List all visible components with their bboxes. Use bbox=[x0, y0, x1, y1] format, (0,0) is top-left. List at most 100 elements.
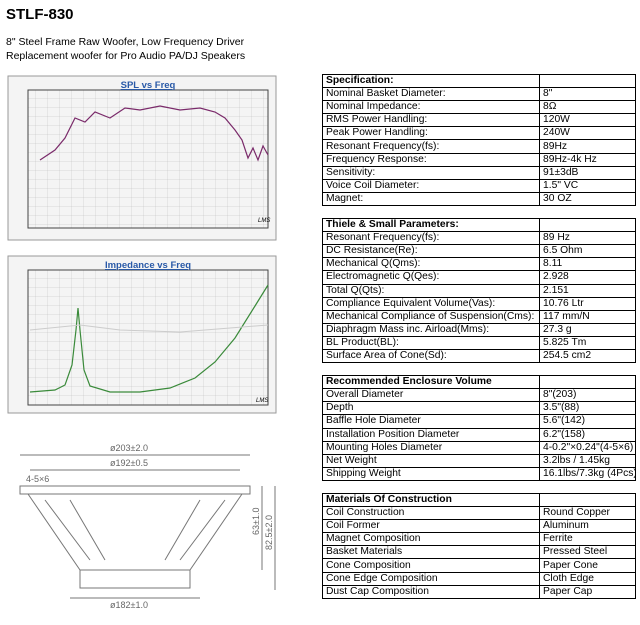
spec-label: RMS Power Handling: bbox=[322, 113, 540, 128]
chart-title: SPL vs Freq bbox=[121, 80, 176, 91]
section-header: Materials Of Construction bbox=[322, 492, 636, 508]
spec-label: Overall Diameter bbox=[322, 388, 540, 403]
spec-row: Baffle Hole Diameter 5.6"(142) bbox=[322, 414, 636, 429]
spec-label: Diaphragm Mass inc. Airload(Mms): bbox=[322, 322, 540, 337]
spec-row: Cone Composition Paper Cone bbox=[322, 558, 636, 573]
spec-value: 5.6"(142) bbox=[539, 414, 636, 429]
spec-row: Shipping Weight 16.1lbs/7.3kg (4Pcs) bbox=[322, 466, 636, 481]
chart-note: LMS bbox=[258, 218, 270, 224]
impedance-curve bbox=[29, 284, 269, 393]
spec-row: Magnet: 30 OZ bbox=[322, 191, 636, 206]
spl-curve bbox=[39, 105, 269, 162]
spec-value: 120W bbox=[539, 113, 636, 128]
spec-row: DC Resistance(Re): 6.5 Ohm bbox=[322, 244, 636, 259]
spec-value: 3.5"(88) bbox=[539, 401, 636, 416]
spacer-cell bbox=[539, 362, 636, 377]
spec-value: 2.151 bbox=[539, 283, 636, 298]
spec-row: Magnet Composition Ferrite bbox=[322, 532, 636, 547]
spec-row: BL Product(BL): 5.825 Tm bbox=[322, 335, 636, 350]
spec-row: Net Weight 3.2lbs / 1.45kg bbox=[322, 453, 636, 468]
spec-row: Installation Position Diameter 6.2"(158) bbox=[322, 427, 636, 442]
section-blank bbox=[539, 218, 636, 233]
spec-label: Electromagnetic Q(Qes): bbox=[322, 270, 540, 285]
spec-label: Net Weight bbox=[322, 453, 540, 468]
spec-value: 89 Hz bbox=[539, 231, 636, 246]
section-blank bbox=[539, 375, 636, 390]
spec-row: Depth 3.5"(88) bbox=[322, 401, 636, 416]
section-title: Thiele & Small Parameters: bbox=[322, 218, 540, 233]
spec-row: Sensitivity: 91±3dB bbox=[322, 165, 636, 180]
spec-value: Aluminum bbox=[539, 519, 636, 534]
spacer-cell bbox=[539, 479, 636, 495]
spec-value: Paper Cone bbox=[539, 558, 636, 573]
spacer-cell bbox=[539, 204, 636, 220]
spec-value: Cloth Edge bbox=[539, 571, 636, 586]
spec-value: 10.76 Ltr bbox=[539, 296, 636, 311]
product-title: STLF-830 bbox=[6, 6, 74, 23]
chart-title: Impedance vs Freq bbox=[105, 260, 191, 271]
section-header: Thiele & Small Parameters: bbox=[322, 218, 636, 233]
section-blank bbox=[539, 73, 636, 89]
dim-label: 82.5±2.0 bbox=[264, 515, 274, 550]
spec-label: Resonant Frequency(fs): bbox=[322, 231, 540, 246]
spec-label: Dust Cap Composition bbox=[322, 584, 540, 599]
spec-value: 2.928 bbox=[539, 270, 636, 285]
spec-value: 8"(203) bbox=[539, 388, 636, 403]
spec-row: Nominal Basket Diameter: 8" bbox=[322, 87, 636, 102]
spec-table: Specification: Nominal Basket Diameter: 8"… bbox=[322, 73, 636, 599]
spec-label: Frequency Response: bbox=[322, 152, 540, 167]
spec-value: 16.1lbs/7.3kg (4Pcs) bbox=[539, 466, 636, 481]
graphics: SPL vs Freq LMS Impedance vs Freq LMS ø2… bbox=[7, 75, 277, 610]
spec-row: Resonant Frequency(fs): 89Hz bbox=[322, 139, 636, 154]
spacer bbox=[322, 479, 636, 495]
spec-label: Magnet: bbox=[322, 191, 540, 206]
spec-value: 30 OZ bbox=[539, 191, 636, 206]
spec-value: 8.11 bbox=[539, 257, 636, 272]
spec-row: Mounting Holes Diameter 4-0.2"×0.24"(4-5×… bbox=[322, 440, 636, 455]
spec-value: 89Hz-4k Hz bbox=[539, 152, 636, 167]
spec-value: 3.2lbs / 1.45kg bbox=[539, 453, 636, 468]
spec-value: 27.3 g bbox=[539, 322, 636, 337]
spec-label: Shipping Weight bbox=[322, 466, 540, 481]
spec-row: Electromagnetic Q(Qes): 2.928 bbox=[322, 270, 636, 285]
spec-row: Voice Coil Diameter: 1.5" VC bbox=[322, 178, 636, 193]
spec-label: Resonant Frequency(fs): bbox=[322, 139, 540, 154]
spacer bbox=[322, 204, 636, 220]
spec-row: Coil Former Aluminum bbox=[322, 519, 636, 534]
spacer bbox=[322, 362, 636, 377]
spec-value: 117 mm/N bbox=[539, 309, 636, 324]
spec-row: Surface Area of Cone(Sd): 254.5 cm2 bbox=[322, 348, 636, 364]
spec-label: Cone Composition bbox=[322, 558, 540, 573]
spec-value: 6.5 Ohm bbox=[539, 244, 636, 259]
section-header: Specification: bbox=[322, 73, 636, 89]
spec-row: Total Q(Qts): 2.151 bbox=[322, 283, 636, 298]
spec-label: Mechanical Compliance of Suspension(Cms)… bbox=[322, 309, 540, 324]
spec-label: Mechanical Q(Qms): bbox=[322, 257, 540, 272]
spec-label: Surface Area of Cone(Sd): bbox=[322, 348, 540, 364]
spec-row: Diaphragm Mass inc. Airload(Mms): 27.3 g bbox=[322, 322, 636, 337]
spec-label: Nominal Impedance: bbox=[322, 100, 540, 115]
spec-value: 5.825 Tm bbox=[539, 335, 636, 350]
spacer-cell bbox=[322, 479, 540, 495]
section-blank bbox=[539, 492, 636, 508]
spec-value: 240W bbox=[539, 126, 636, 141]
spec-label: Basket Materials bbox=[322, 545, 540, 560]
spec-label: BL Product(BL): bbox=[322, 335, 540, 350]
spec-label: Baffle Hole Diameter bbox=[322, 414, 540, 429]
dim-label: ø203±2.0 bbox=[110, 443, 148, 453]
spec-value: Pressed Steel bbox=[539, 545, 636, 560]
spec-row: Compliance Equivalent Volume(Vas): 10.76 … bbox=[322, 296, 636, 311]
spec-value: 89Hz bbox=[539, 139, 636, 154]
spec-row: Coil Construction Round Copper bbox=[322, 506, 636, 521]
spl-plot bbox=[27, 89, 269, 229]
spec-value: Paper Cap bbox=[539, 584, 636, 599]
dim-label: ø182±1.0 bbox=[110, 600, 148, 610]
spacer-cell bbox=[322, 362, 540, 377]
spec-label: Coil Construction bbox=[322, 506, 540, 521]
spec-value: 8Ω bbox=[539, 100, 636, 115]
spec-label: Installation Position Diameter bbox=[322, 427, 540, 442]
spec-value: 8" bbox=[539, 87, 636, 102]
spec-row: Dust Cap Composition Paper Cap bbox=[322, 584, 636, 599]
section-title: Recommended Enclosure Volume bbox=[322, 375, 540, 390]
